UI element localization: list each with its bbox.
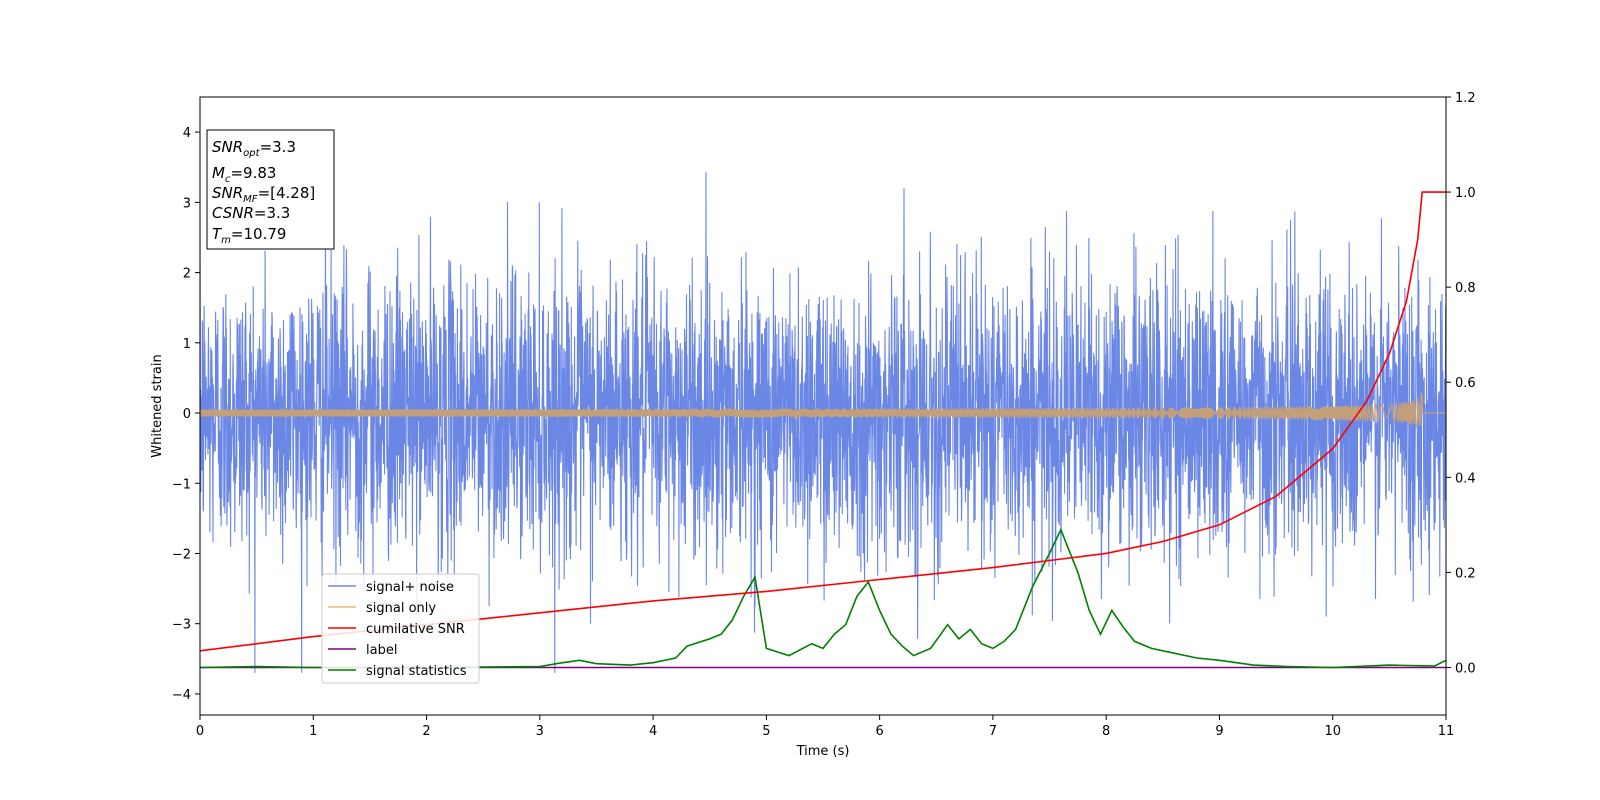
- y-left-tick-label: 1: [183, 337, 191, 352]
- y-right-tick-label: 0.6: [1455, 376, 1476, 391]
- x-tick-label: 8: [1102, 724, 1110, 739]
- y-left-tick-label: 0: [183, 407, 191, 422]
- x-tick-label: 5: [762, 724, 770, 739]
- legend-label-cumulative-snr: cumilative SNR: [366, 622, 465, 637]
- y-axis-label: Whitened strain: [150, 354, 165, 457]
- legend-label-signal-noise: signal+ noise: [366, 580, 454, 595]
- info-snr-opt: SNRopt=3.3: [212, 138, 296, 159]
- x-tick-label: 7: [989, 724, 997, 739]
- x-tick-label: 1: [309, 724, 317, 739]
- info-snr-mf: SNRMF=[4.28]: [212, 184, 315, 205]
- y-right-tick-label: 0.8: [1455, 281, 1476, 296]
- y-left-tick-label: 3: [183, 196, 191, 211]
- y-left-tick-label: 4: [183, 126, 191, 141]
- legend-label-label: label: [366, 643, 397, 658]
- y-left-tick-label: −4: [172, 688, 191, 703]
- y-right-tick-label: 0.0: [1455, 661, 1476, 676]
- info-box: SNRopt=3.3 Mc=9.83 SNRMF=[4.28] CSNR=3.3…: [206, 129, 335, 250]
- x-tick-label: 4: [649, 724, 657, 739]
- y-left-tick-label: −2: [172, 547, 191, 562]
- legend-label-signal-only: signal only: [366, 601, 436, 616]
- y-right-tick-label: 0.2: [1455, 566, 1476, 581]
- x-tick-label: 6: [875, 724, 883, 739]
- y-right-tick-label: 1.0: [1455, 186, 1476, 201]
- legend-label-signal-statistics: signal statistics: [366, 664, 467, 679]
- info-tm: Tm=10.79: [212, 225, 286, 246]
- x-axis: 0 1 2 3 4 5 6 7 8 9 10 11: [196, 715, 1454, 739]
- x-tick-label: 0: [196, 724, 204, 739]
- x-tick-label: 2: [422, 724, 430, 739]
- y-right-tick-label: 0.4: [1455, 471, 1476, 486]
- x-tick-label: 9: [1215, 724, 1223, 739]
- x-tick-label: 10: [1324, 724, 1341, 739]
- y-axis-right: 0.0 0.2 0.4 0.6 0.8 1.0 1.2: [1446, 91, 1476, 676]
- y-right-tick-label: 1.2: [1455, 91, 1476, 106]
- series-signal-only: [200, 392, 1446, 428]
- x-tick-label: 3: [536, 724, 544, 739]
- legend: signal+ noise signal only cumilative SNR…: [321, 573, 480, 684]
- info-csnr: CSNR=3.3: [212, 204, 290, 222]
- y-axis-left: −4 −3 −2 −1 0 1 2 3 4: [172, 126, 200, 703]
- info-mc: Mc=9.83: [212, 164, 276, 185]
- plot-frame: [199, 96, 1447, 716]
- y-left-tick-label: −1: [172, 477, 191, 492]
- series-cumulative-snr: [200, 191, 1446, 652]
- y-left-tick-label: 2: [183, 267, 191, 282]
- x-tick-label: 11: [1438, 724, 1455, 739]
- series-signal-statistics: [200, 527, 1446, 669]
- y-left-tick-label: −3: [172, 618, 191, 633]
- x-axis-label: Time (s): [796, 744, 850, 759]
